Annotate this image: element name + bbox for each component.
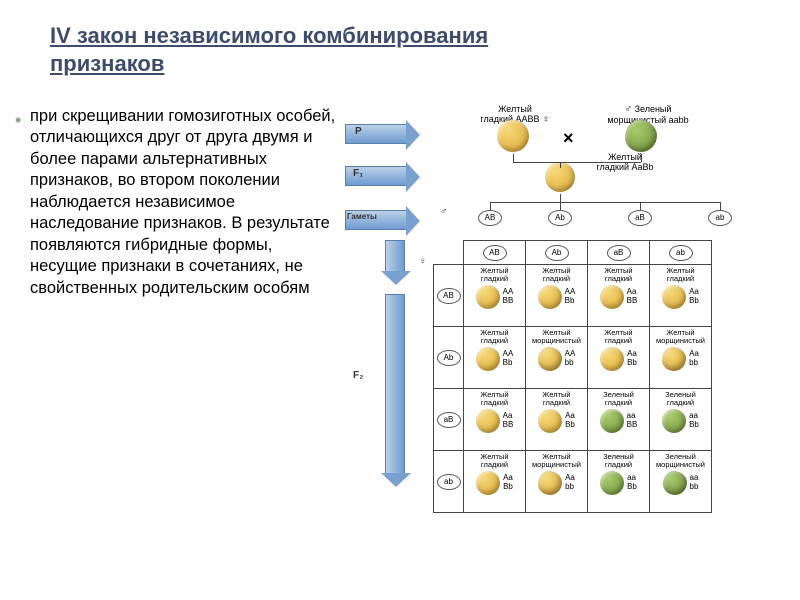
col-hdr-1: Ab bbox=[526, 241, 588, 265]
punnett-cell-1-1: ЖелтыйморщинистыйAAbb bbox=[526, 327, 588, 389]
gamete-m-1: Ab bbox=[548, 210, 572, 226]
punnett-cell-0-3: ЖелтыйгладкийAaBb bbox=[650, 265, 712, 327]
punnett-cell-1-2: ЖелтыйгладкийAaBb bbox=[588, 327, 650, 389]
male-symbol-p: ♂ bbox=[625, 104, 633, 115]
punnett-square: AB Ab aB ab ABЖелтыйгладкийAABBЖелтыйгла… bbox=[433, 240, 712, 513]
punnett-cell-0-1: ЖелтыйгладкийAABb bbox=[526, 265, 588, 327]
gamete-m-2: aB bbox=[628, 210, 652, 226]
f1-genotype: AaBb bbox=[632, 162, 654, 172]
pea-3-2 bbox=[600, 471, 624, 495]
punnett-cell-0-0: ЖелтыйгладкийAABB bbox=[464, 265, 526, 327]
pea-1-2 bbox=[600, 347, 624, 371]
punnett-cell-2-2: ЗеленыйгладкийaaBB bbox=[588, 389, 650, 451]
arrow-gametes-v bbox=[385, 240, 405, 272]
gv4 bbox=[720, 202, 721, 210]
pea-1-3 bbox=[662, 347, 686, 371]
label-f2: F₂ bbox=[353, 370, 364, 381]
pea-3-1 bbox=[538, 471, 562, 495]
slide-title: IV закон независимого комбинирования при… bbox=[50, 22, 570, 77]
arrow-f2 bbox=[385, 294, 405, 474]
p2-genotype: aabb bbox=[669, 115, 689, 125]
fork-f1-down bbox=[560, 194, 561, 202]
female-symbol-p: ♀ bbox=[542, 114, 550, 125]
bullet-icon: • bbox=[15, 110, 21, 131]
body-text: при скрещивании гомозиготных особей, отл… bbox=[30, 106, 340, 299]
fork-h bbox=[513, 162, 641, 163]
male-symbol-gam: ♂ bbox=[440, 206, 448, 217]
cross-symbol: × bbox=[563, 128, 574, 149]
row-hdr-1: Ab bbox=[434, 327, 464, 389]
label-gametes: Гаметы bbox=[347, 212, 377, 221]
fork-p1 bbox=[513, 154, 514, 162]
pea-2-0 bbox=[476, 409, 500, 433]
fork-gam-h bbox=[490, 202, 720, 203]
gv1 bbox=[490, 202, 491, 210]
label-f1: F₁ bbox=[353, 168, 363, 179]
pea-0-3 bbox=[662, 285, 686, 309]
fork-p2 bbox=[641, 154, 642, 162]
parent1-pea bbox=[497, 120, 529, 152]
row-hdr-3: ab bbox=[434, 451, 464, 513]
punnett-cell-2-1: ЖелтыйгладкийAaBb bbox=[526, 389, 588, 451]
pea-2-2 bbox=[600, 409, 624, 433]
punnett-cell-1-0: ЖелтыйгладкийAABb bbox=[464, 327, 526, 389]
fork-to-f1 bbox=[560, 162, 561, 168]
punnett-cell-2-3: ЗеленыйгладкийaaBb bbox=[650, 389, 712, 451]
pea-3-0 bbox=[476, 471, 500, 495]
row-hdr-0: AB bbox=[434, 265, 464, 327]
punnett-cell-2-0: ЖелтыйгладкийAaBB bbox=[464, 389, 526, 451]
parent2-pea bbox=[625, 120, 657, 152]
pea-0-2 bbox=[600, 285, 624, 309]
punnett-cell-3-3: Зеленыйморщинистыйaabb bbox=[650, 451, 712, 513]
punnett-cell-3-2: ЗеленыйгладкийaaBb bbox=[588, 451, 650, 513]
female-symbol-gam: ♀ bbox=[419, 256, 427, 267]
pea-3-3 bbox=[663, 471, 687, 495]
punnett-cell-3-0: ЖелтыйгладкийAaBb bbox=[464, 451, 526, 513]
pea-2-3 bbox=[662, 409, 686, 433]
col-hdr-0: AB bbox=[464, 241, 526, 265]
pea-2-1 bbox=[538, 409, 562, 433]
punnett-cell-1-3: ЖелтыйморщинистыйAabb bbox=[650, 327, 712, 389]
pea-0-1 bbox=[538, 285, 562, 309]
gamete-m-3: ab bbox=[708, 210, 732, 226]
punnett-cell-0-2: ЖелтыйгладкийAaBB bbox=[588, 265, 650, 327]
gv2 bbox=[560, 202, 561, 210]
pea-1-1 bbox=[538, 347, 562, 371]
genetics-diagram: P F₁ Гаметы F₂ Желтыйгладкий AABB ♀ × ♂ … bbox=[345, 110, 793, 575]
col-hdr-3: ab bbox=[650, 241, 712, 265]
col-hdr-2: aB bbox=[588, 241, 650, 265]
pea-1-0 bbox=[476, 347, 500, 371]
pea-0-0 bbox=[476, 285, 500, 309]
row-hdr-2: aB bbox=[434, 389, 464, 451]
label-p: P bbox=[355, 126, 362, 137]
gamete-m-0: AB bbox=[478, 210, 502, 226]
gv3 bbox=[640, 202, 641, 210]
punnett-cell-3-1: ЖелтыйморщинистыйAabb bbox=[526, 451, 588, 513]
